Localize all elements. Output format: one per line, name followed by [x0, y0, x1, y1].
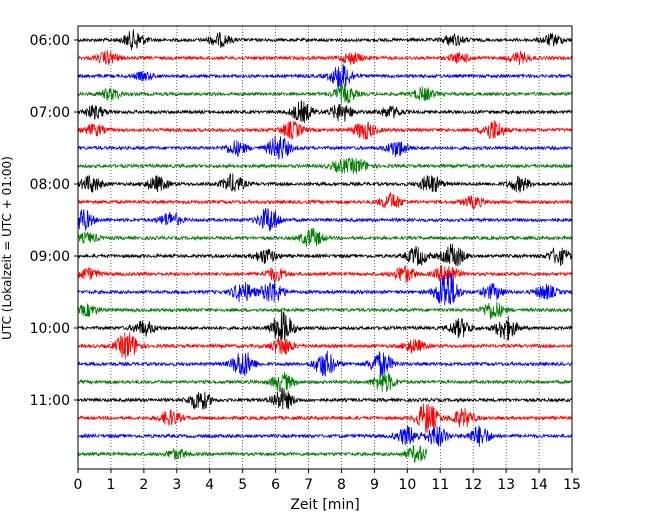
- trace-1030: [77, 350, 573, 378]
- trace-0815: [77, 191, 573, 210]
- trace-1015: [77, 332, 573, 360]
- y-axis-label: UTC (Lokalzeit = UTC + 01:00): [0, 156, 14, 340]
- trace-0600: [77, 29, 572, 51]
- x-tick-label: 5: [238, 477, 247, 493]
- x-tick-label: 14: [530, 477, 548, 493]
- x-tick-label: 0: [74, 477, 83, 493]
- trace-1045: [77, 371, 572, 393]
- y-tick-label: 08:00: [30, 177, 70, 193]
- x-axis-label: Zeit [min]: [290, 497, 359, 513]
- x-tick-label: 4: [205, 477, 214, 493]
- seismic-traces: [77, 29, 573, 464]
- y-tick-label: 07:00: [30, 105, 70, 121]
- x-tick-label: 6: [271, 477, 280, 493]
- trace-0830: [77, 208, 573, 232]
- trace-0715: [77, 120, 572, 141]
- x-tick-label: 9: [370, 477, 379, 493]
- trace-0700: [77, 99, 573, 123]
- x-axis-ticks: 0 1 2 3 4 5 6 7 8 9 10 11 12 13 14 15: [74, 469, 581, 493]
- x-tick-label: 12: [464, 477, 482, 493]
- trace-0900: [77, 243, 573, 267]
- x-tick-label: 1: [106, 477, 115, 493]
- x-tick-label: 3: [172, 477, 181, 493]
- trace-1115: [77, 403, 572, 433]
- trace-1000: [77, 310, 573, 346]
- trace-0615: [77, 50, 573, 66]
- y-tick-label: 10:00: [30, 321, 70, 337]
- trace-1130: [77, 425, 572, 447]
- y-axis-ticks: 06:00 07:00 08:00 09:00 10:00 11:00: [30, 33, 78, 409]
- trace-0730: [77, 135, 572, 160]
- x-tick-label: 2: [139, 477, 148, 493]
- vertical-grid-lines: [110, 26, 540, 469]
- trace-1100: [77, 386, 573, 410]
- trace-0845: [77, 227, 573, 247]
- plot-frame: [77, 25, 573, 470]
- x-tick-label: 15: [563, 477, 581, 493]
- trace-0945: [77, 301, 572, 320]
- x-tick-label: 7: [304, 477, 313, 493]
- plot-background: [78, 26, 572, 469]
- y-tick-label: 06:00: [30, 33, 70, 49]
- x-tick-label: 13: [497, 477, 515, 493]
- trace-0745: [77, 157, 573, 174]
- x-tick-label: 11: [431, 477, 449, 493]
- trace-1145: [77, 445, 428, 464]
- trace-0915: [77, 265, 573, 284]
- y-tick-label: 09:00: [30, 249, 70, 265]
- trace-0645: [77, 83, 573, 104]
- trace-0630: [77, 63, 573, 89]
- x-tick-label: 8: [337, 477, 346, 493]
- x-tick-label: 10: [398, 477, 416, 493]
- trace-0930: [77, 273, 573, 306]
- y-tick-label: 11:00: [30, 393, 70, 409]
- trace-0800: [77, 173, 573, 194]
